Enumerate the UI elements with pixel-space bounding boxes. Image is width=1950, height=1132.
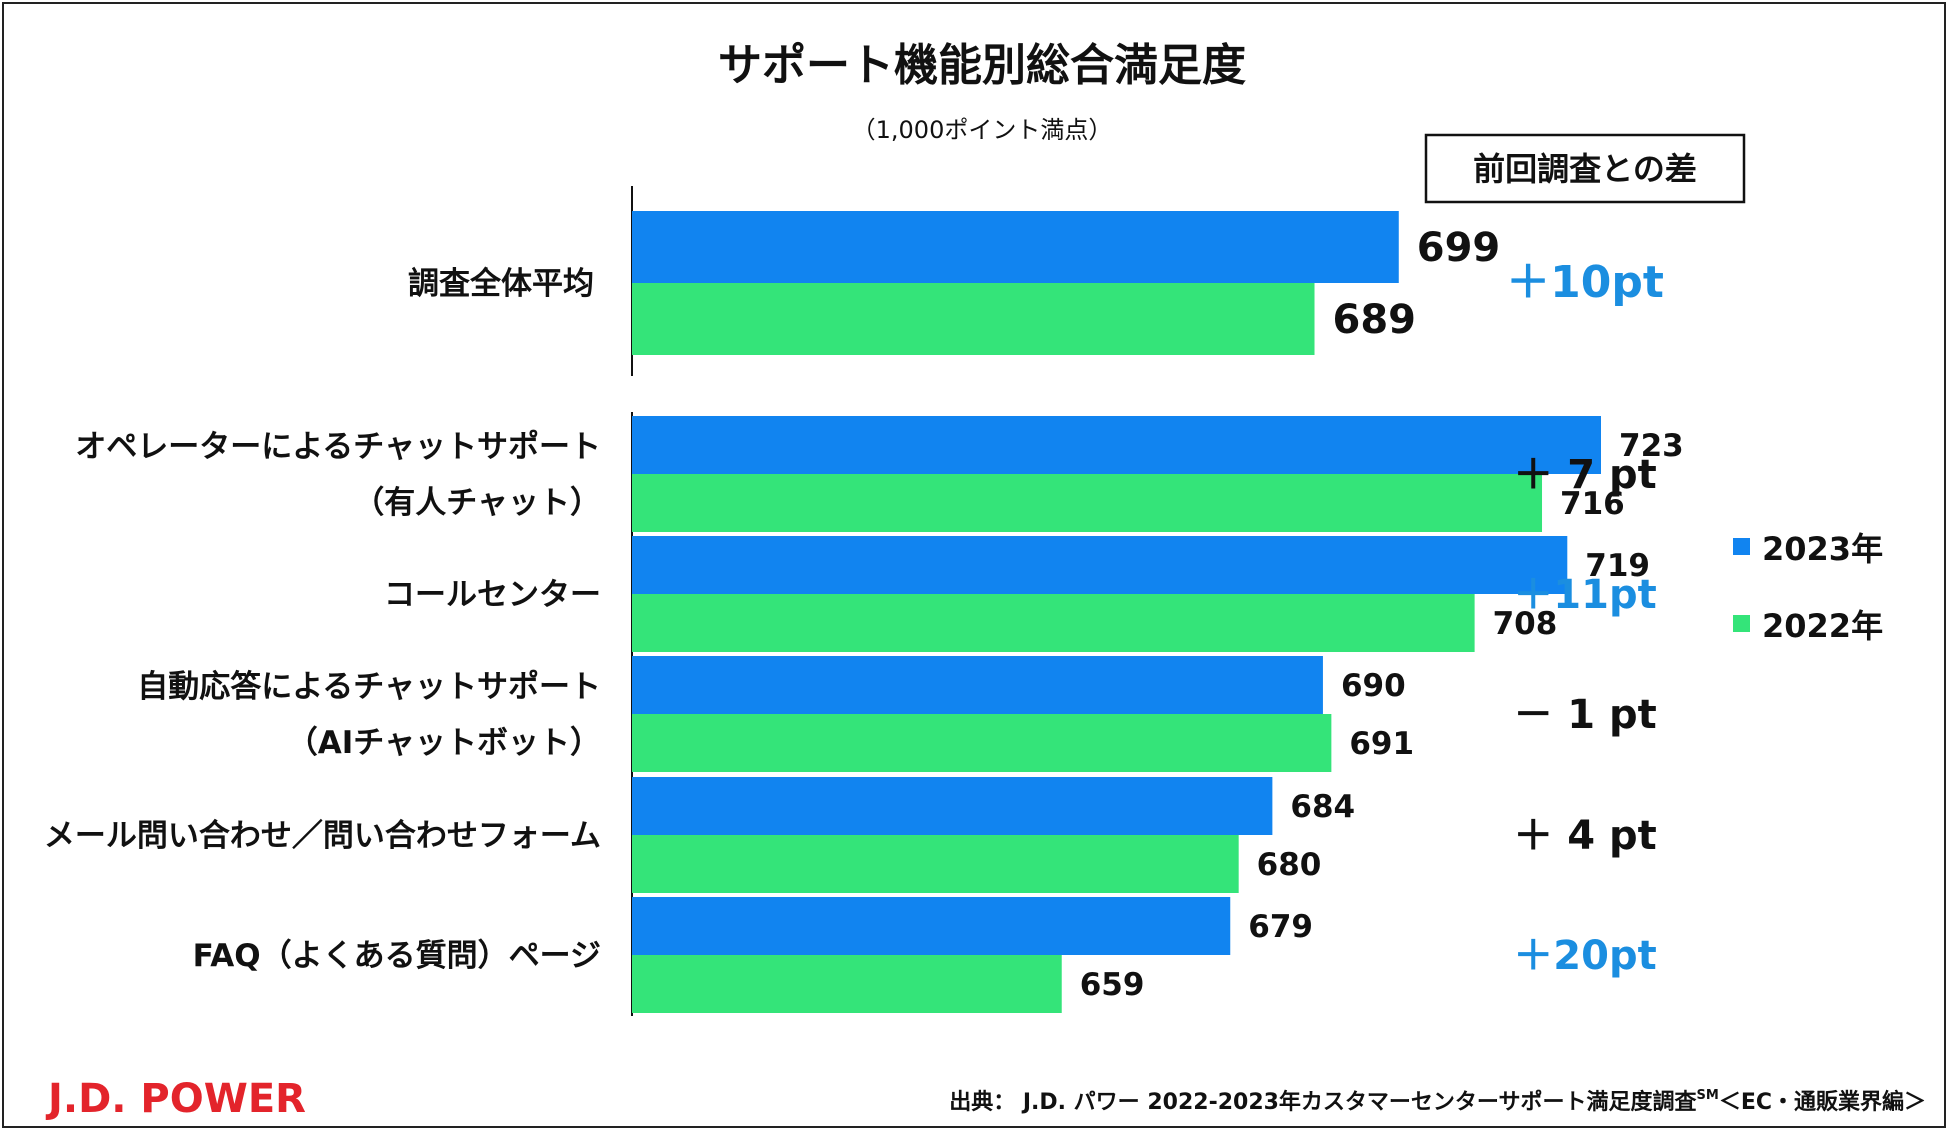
chart-subtitle: （1,000ポイント満点）: [852, 116, 1113, 144]
legend: 2023年 2022年: [1733, 530, 1883, 645]
bar-2023年: [632, 656, 1323, 714]
category-label: FAQ（よくある質問）ページ: [193, 938, 601, 974]
category-label: （AIチャットボット）: [287, 725, 601, 761]
diff-header-box: 前回調査との差: [1424, 133, 1746, 204]
data-label: 723: [1619, 428, 1684, 464]
bar-2022年: [632, 594, 1475, 652]
source-note: 出典： J.D. パワー 2022-2023年カスタマーセンターサポート満足度調…: [949, 1088, 1926, 1115]
bar-2022年: [632, 835, 1239, 893]
category-label: （有人チャット）: [353, 485, 601, 521]
data-label: 719: [1585, 548, 1650, 584]
category-label: オペレーターによるチャットサポート: [75, 429, 601, 465]
data-label: 716: [1560, 486, 1625, 522]
data-label: 699: [1417, 225, 1501, 271]
bar-2022年: [632, 283, 1315, 355]
bar-2023年: [632, 416, 1601, 474]
data-label: 679: [1248, 909, 1313, 945]
source-sup: SM: [1697, 1088, 1719, 1103]
chart-title: サポート機能別総合満足度: [718, 40, 1246, 91]
difference-label: － 1 pt: [1513, 692, 1656, 738]
legend-swatch-2022: [1733, 615, 1750, 632]
category-label: 自動応答によるチャットサポート: [137, 669, 601, 705]
legend-label-2022: 2022年: [1762, 607, 1883, 645]
bar-2023年: [632, 777, 1273, 835]
category-label: コールセンター: [384, 577, 601, 613]
bar-chart: サポート機能別総合満足度 （1,000ポイント満点） 前回調査との差 調査全体平…: [44, 40, 1926, 1122]
legend-label-2023: 2023年: [1762, 530, 1883, 568]
difference-label: ＋ 7 pt: [1513, 452, 1656, 498]
difference-label: ＋ 4 pt: [1513, 813, 1656, 859]
bar-2023年: [632, 536, 1568, 594]
difference-label: ＋20pt: [1513, 933, 1656, 979]
data-label: 689: [1333, 297, 1417, 343]
bar-2023年: [632, 211, 1399, 283]
data-label: 659: [1080, 967, 1145, 1003]
data-label: 691: [1349, 726, 1414, 762]
difference-label: ＋10pt: [1506, 257, 1664, 308]
category-label: 調査全体平均: [408, 266, 594, 302]
brand-logo: J.D. POWER: [45, 1076, 306, 1122]
bar-2022年: [632, 714, 1332, 772]
bar-2023年: [632, 897, 1231, 955]
bar-2022年: [632, 955, 1062, 1013]
diff-header-label: 前回調査との差: [1473, 150, 1697, 188]
bar-2022年: [632, 474, 1543, 532]
data-label: 690: [1341, 668, 1406, 704]
data-label: 680: [1257, 847, 1322, 883]
legend-swatch-2023: [1733, 538, 1750, 555]
source-text: 出典： J.D. パワー 2022-2023年カスタマーセンターサポート満足度調…: [949, 1089, 1697, 1115]
source-suffix: ＜EC・通販業界編＞: [1719, 1089, 1926, 1115]
data-label: 708: [1493, 606, 1558, 642]
data-label: 684: [1290, 789, 1355, 825]
difference-label: ＋11pt: [1513, 572, 1656, 618]
category-label: メール問い合わせ／問い合わせフォーム: [44, 818, 601, 854]
